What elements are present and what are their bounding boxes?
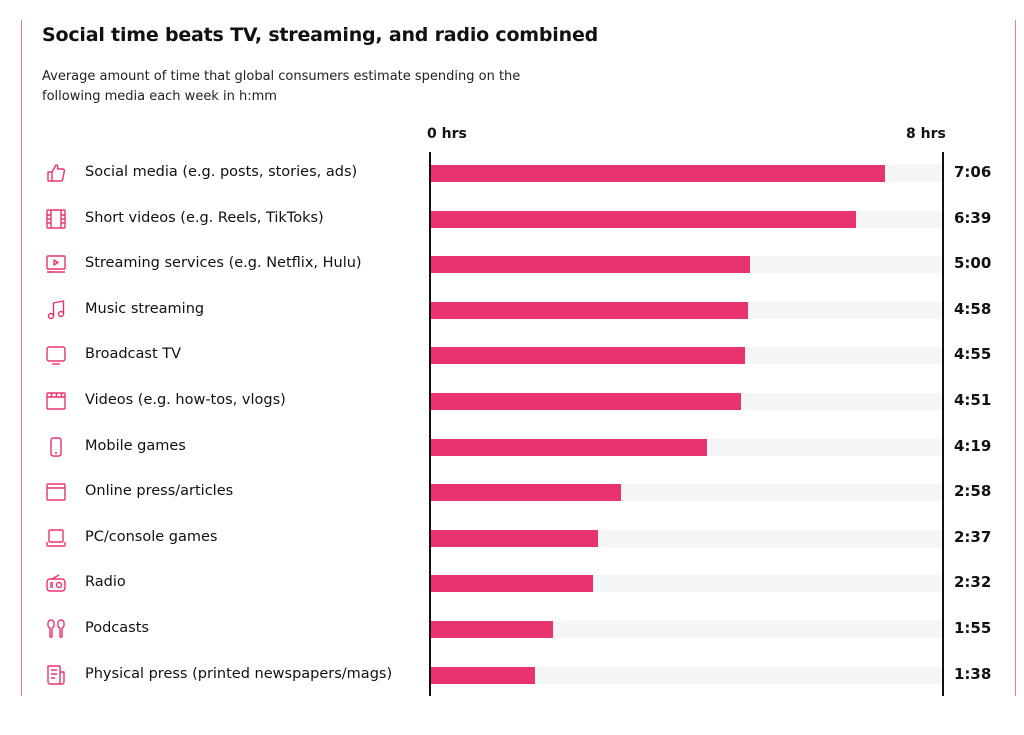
- tv-icon: [46, 346, 66, 366]
- left-border: [21, 20, 22, 696]
- axis-zero-line: [429, 152, 431, 696]
- bar-row: Mobile games 4:19: [0, 427, 1024, 467]
- bar: [431, 575, 593, 593]
- value-label: 4:58: [954, 299, 992, 318]
- axis-max-label: 8 hrs: [906, 126, 946, 142]
- value-label: 2:37: [954, 527, 992, 546]
- bar-row: Broadcast TV 4:55: [0, 335, 1024, 375]
- category-label: Podcasts: [85, 620, 149, 636]
- value-label: 1:38: [954, 664, 992, 683]
- bar-row: Music streaming 4:58: [0, 290, 1024, 330]
- category-label: Short videos (e.g. Reels, TikToks): [85, 209, 324, 226]
- category-label: PC/console games: [85, 528, 218, 545]
- bar-row: Online press/articles 2:58: [0, 472, 1024, 512]
- bar: [431, 347, 746, 365]
- smartphone-icon: [50, 436, 62, 457]
- category-label: Radio: [85, 574, 126, 591]
- bar: [431, 210, 856, 228]
- bar: [431, 165, 885, 182]
- bar: [431, 621, 554, 638]
- category-label: Videos (e.g. how-tos, vlogs): [85, 392, 286, 408]
- bar-row: Videos (e.g. how-tos, vlogs) 4:51: [0, 381, 1024, 421]
- bar-row: Podcasts 1:55: [0, 609, 1024, 649]
- newspaper-icon: [47, 664, 65, 685]
- bar: [431, 529, 599, 547]
- value-label: 2:58: [954, 482, 992, 501]
- right-border: [1015, 20, 1016, 696]
- axis-min-label: 0 hrs: [427, 126, 467, 142]
- value-label: 7:06: [954, 163, 992, 181]
- bar: [431, 256, 751, 274]
- bar: [431, 484, 621, 502]
- value-label: 2:32: [954, 573, 992, 592]
- axis-max-line: [942, 152, 944, 696]
- film-icon: [46, 208, 66, 229]
- bar-row: Radio 2:32: [0, 563, 1024, 603]
- category-label: Physical press (printed newspapers/mags): [85, 665, 393, 682]
- bar: [431, 393, 741, 410]
- bar-row: Physical press (printed newspapers/mags)…: [0, 655, 1024, 695]
- bar-track: [431, 666, 942, 684]
- laptop-icon: [46, 529, 66, 547]
- browser-icon: [46, 483, 66, 501]
- category-label: Broadcast TV: [85, 346, 182, 363]
- thumbs-up-icon: [47, 164, 66, 182]
- chart-subtitle: Average amount of time that global consu…: [42, 69, 521, 104]
- value-label: 5:00: [954, 254, 992, 273]
- value-label: 6:39: [954, 208, 992, 227]
- video-window-icon: [46, 392, 66, 410]
- monitor-play-icon: [46, 255, 66, 274]
- value-label: 4:19: [954, 436, 992, 455]
- bar-row: PC/console games 2:37: [0, 518, 1024, 558]
- category-label: Mobile games: [85, 437, 186, 454]
- music-note-icon: [47, 300, 65, 319]
- bar-row: Social media (e.g. posts, stories, ads) 7…: [0, 153, 1024, 193]
- bar-track: [431, 621, 942, 638]
- category-label: Music streaming: [85, 300, 205, 317]
- category-label: Streaming services (e.g. Netflix, Hulu): [85, 255, 362, 272]
- bar: [431, 666, 536, 684]
- value-label: 1:55: [954, 619, 992, 637]
- value-label: 4:55: [954, 345, 992, 364]
- value-label: 4:51: [954, 391, 992, 409]
- radio-icon: [46, 574, 66, 593]
- bar: [431, 301, 749, 319]
- category-label: Social media (e.g. posts, stories, ads): [85, 164, 358, 180]
- category-label: Online press/articles: [85, 483, 234, 500]
- bar-row: Short videos (e.g. Reels, TikToks) 6:39: [0, 199, 1024, 239]
- bar: [431, 438, 707, 456]
- chart-title: Social time beats TV, streaming, and rad…: [42, 24, 599, 46]
- bar-row: Streaming services (e.g. Netflix, Hulu) 5…: [0, 244, 1024, 284]
- earbuds-icon: [47, 619, 65, 638]
